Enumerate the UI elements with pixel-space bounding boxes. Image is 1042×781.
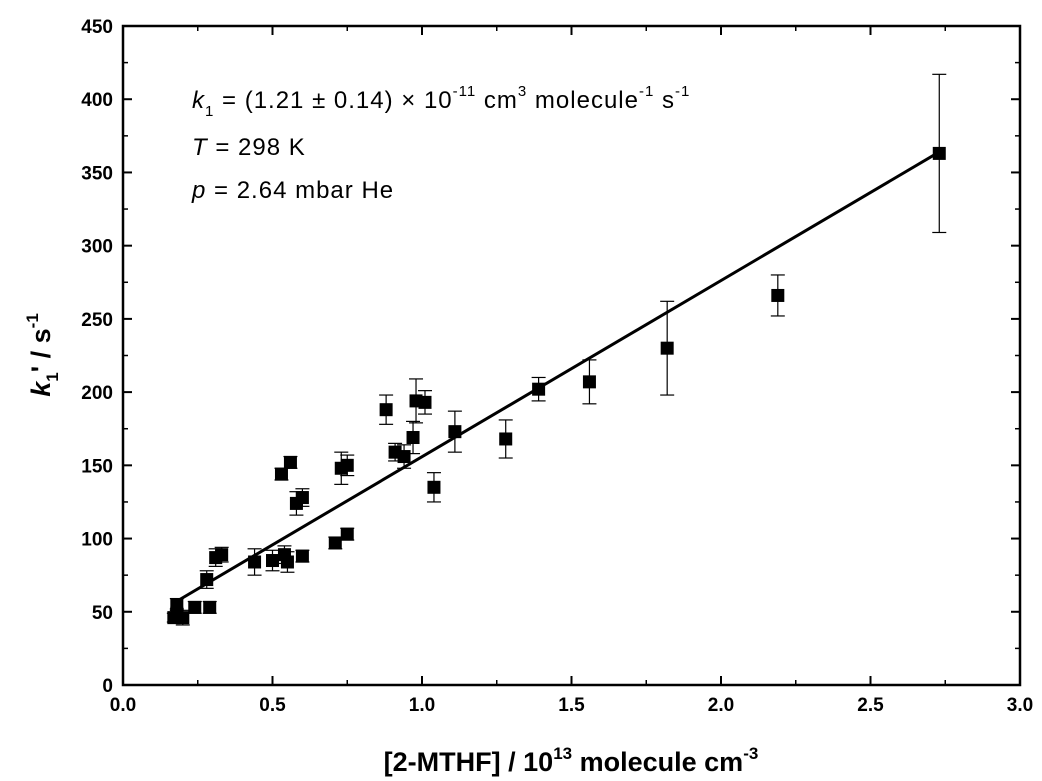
y-tick-labels: 0 50 100 150 200 250 300 350 400 450 — [81, 17, 113, 697]
x-tick-label: 2.5 — [857, 695, 884, 716]
data-point — [340, 527, 354, 541]
data-point — [215, 548, 229, 562]
y-tick-label: 0 — [102, 676, 113, 697]
x-tick-label: 2.0 — [708, 695, 734, 716]
data-point — [379, 403, 393, 417]
data-point — [176, 611, 190, 625]
data-point — [448, 425, 462, 439]
data-point — [280, 555, 294, 569]
fit-line-group — [173, 150, 941, 605]
y-tick-label: 350 — [81, 163, 113, 184]
data-point — [248, 555, 262, 569]
y-tick-label: 50 — [92, 603, 113, 624]
data-point — [932, 146, 946, 160]
data-point — [771, 288, 785, 302]
x-tick-label: 0.0 — [110, 695, 136, 716]
data-point — [295, 549, 309, 563]
y-tick-label: 200 — [81, 383, 113, 404]
data-point — [295, 491, 309, 505]
y-tick-label: 150 — [81, 456, 113, 477]
x-tick-label: 0.5 — [259, 695, 286, 716]
data-point — [266, 554, 279, 568]
x-tick-label: 1.5 — [558, 695, 585, 716]
data-point — [200, 573, 214, 587]
y-tick-label: 250 — [81, 310, 113, 331]
data-point — [427, 480, 441, 494]
data-point — [283, 455, 297, 469]
axis-ticks — [122, 25, 1021, 686]
temperature-annotation: T = 298 K — [192, 134, 306, 161]
data-point — [660, 341, 674, 355]
data-point — [328, 536, 342, 550]
data-markers — [167, 146, 946, 625]
data-point — [274, 467, 288, 481]
data-point — [340, 458, 354, 472]
data-point — [397, 450, 411, 464]
y-tick-label: 400 — [81, 90, 113, 111]
y-axis-title: k1' / s-1 — [23, 313, 62, 397]
x-tick-label: 3.0 — [1007, 695, 1033, 716]
data-point — [418, 395, 432, 409]
data-point — [532, 382, 546, 396]
data-point — [188, 600, 202, 614]
data-point — [582, 375, 596, 389]
data-point — [499, 432, 513, 446]
data-point — [170, 597, 184, 611]
x-tick-label: 1.0 — [409, 695, 435, 716]
rate-constant-annotation: k1 = (1.21 ± 0.14) × 10-11 cm3 molecule-… — [192, 83, 690, 120]
x-axis-title: [2-MTHF] / 1013 molecule cm-3 — [384, 744, 759, 777]
y-tick-label: 450 — [81, 17, 113, 38]
pressure-annotation: p = 2.64 mbar He — [191, 177, 394, 204]
plot-frame — [121, 24, 1022, 687]
fit-line — [173, 150, 941, 605]
data-point — [203, 600, 217, 614]
y-tick-label: 100 — [81, 530, 113, 551]
y-tick-label: 300 — [81, 237, 113, 258]
data-point — [406, 431, 420, 445]
x-tick-labels: 0.0 0.5 1.0 1.5 2.0 2.5 3.0 — [110, 695, 1033, 716]
